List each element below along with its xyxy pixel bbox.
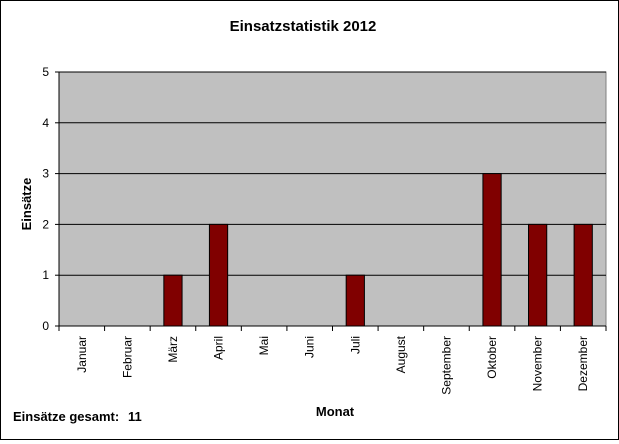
gridlines [59, 71, 606, 276]
x-category-label-märz: März [166, 336, 180, 363]
bar-märz [163, 274, 183, 327]
x-category-label-dezember: Dezember [576, 336, 590, 391]
x-category-label-april: April [212, 336, 226, 360]
total-label: Einsätze gesamt: [13, 409, 119, 424]
x-category-label-september: September [439, 336, 453, 395]
x-category-label-mai: Mai [257, 336, 271, 355]
bar-april [208, 223, 229, 327]
bar-november [528, 223, 548, 327]
x-category-label-august: August [394, 335, 408, 373]
x-category-label-februar: Februar [120, 336, 134, 378]
x-category-label-november: November [531, 336, 545, 391]
x-category-label-oktober: Oktober [485, 336, 499, 379]
y-tick-label-4: 4 [42, 116, 49, 130]
y-tick-label-0: 0 [42, 319, 49, 333]
y-tick-label-2: 2 [42, 217, 49, 231]
x-axis-title: Monat [316, 404, 355, 419]
x-category-label-januar: Januar [75, 336, 89, 373]
x-category-label-juli: Juli [348, 336, 362, 354]
bar-dezember [573, 223, 593, 327]
y-tick-labels: 0 1 2 3 4 5 [42, 65, 49, 333]
y-tick-label-1: 1 [42, 268, 49, 282]
y-tick-label-3: 3 [42, 167, 49, 181]
y-tick-label-5: 5 [42, 65, 49, 79]
x-category-label-juni: Juni [303, 336, 317, 358]
plot-area [58, 71, 607, 327]
y-axis-title: Einsätze [19, 178, 34, 231]
bar-juli [345, 274, 365, 327]
chart-title: Einsatzstatistik 2012 [230, 18, 377, 35]
total-value: 11 [128, 409, 142, 424]
bar-oktober [482, 173, 502, 327]
axes [55, 71, 607, 331]
x-category-labels: Januar Februar März April Mai Juni Juli August S… [75, 335, 590, 394]
